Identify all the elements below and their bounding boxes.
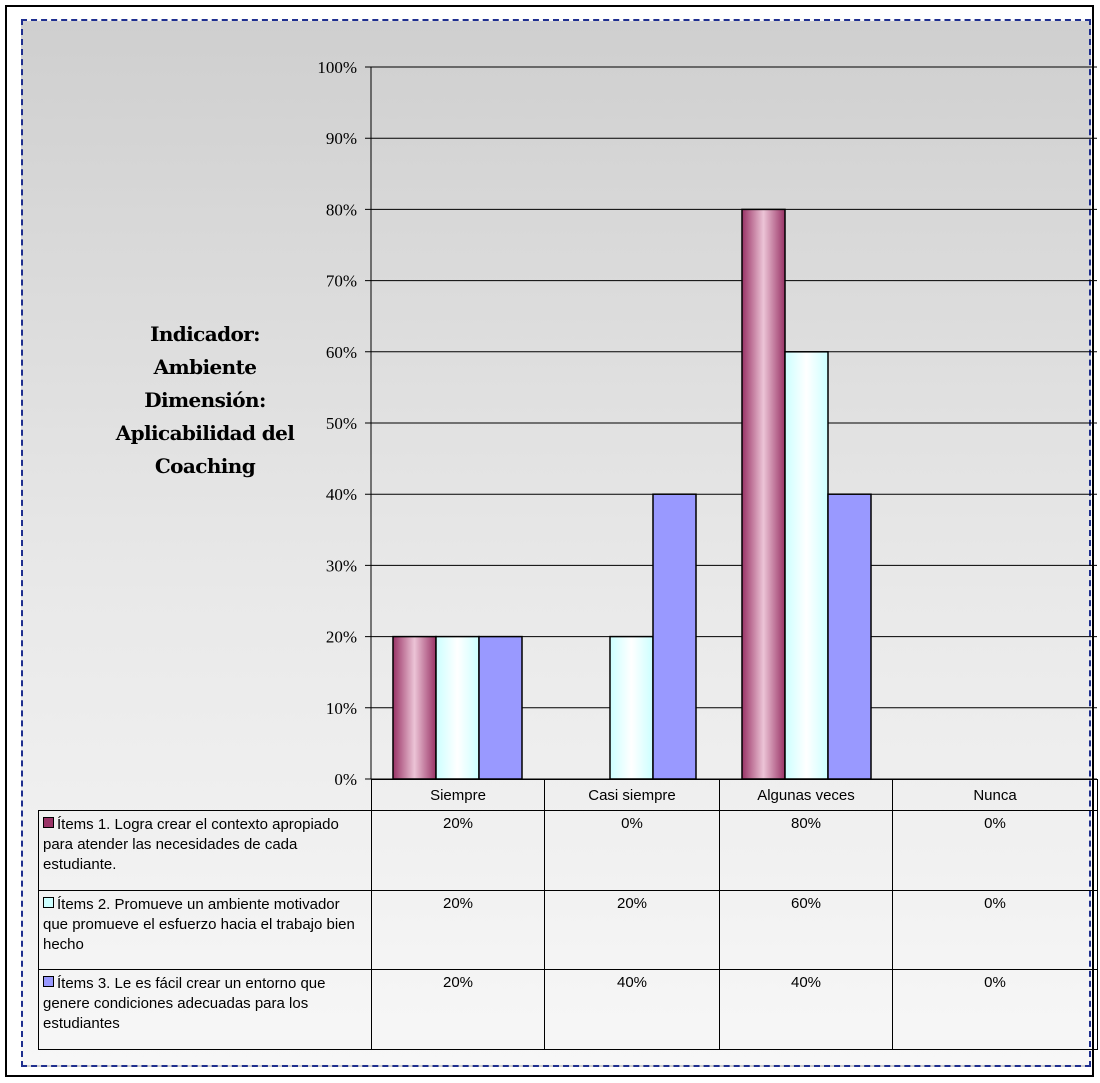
table-cell: 0% [892,969,1098,1050]
table-cell: 20% [371,969,545,1050]
series-label: Ítems 3. Le es fácil crear un entorno qu… [43,975,326,1032]
category-header: Casi siempre [544,779,720,811]
bar-series-2-siempre [435,635,480,780]
table-row: Ítems 2. Promueve un ambiente motivador … [38,890,1098,970]
side-title: Indicador: Ambiente Dimensión: Aplicabil… [100,318,310,483]
bar-series-3-siempre [478,635,523,780]
side-title-line: Coaching [154,454,256,478]
table-cell: 40% [719,969,893,1050]
y-tick-label: 70% [326,272,357,291]
side-title-line: Aplicabilidad del [115,421,295,445]
data-table: Siempre Casi siempre Algunas veces Nunca… [38,779,1098,1050]
category-header: Algunas veces [719,779,893,811]
table-row: Ítems 3. Le es fácil crear un entorno qu… [38,969,1098,1050]
y-tick-label: 90% [326,129,357,148]
y-tick-label: 60% [326,343,357,362]
y-tick-label: 50% [326,414,357,433]
table-header-row: Siempre Casi siempre Algunas veces Nunca [38,779,1098,811]
y-tick-label: 20% [326,628,357,647]
table-cell: 80% [719,810,893,891]
legend-swatch-series-3 [43,976,54,987]
table-cell: 0% [892,890,1098,970]
side-title-line: Dimensión: [144,388,266,412]
bar-series-2-algunas-veces [784,351,829,780]
bar-series-3-casi-siempre [652,493,697,780]
table-cell: 0% [544,810,720,891]
table-row: Ítems 1. Logra crear el contexto apropia… [38,810,1098,891]
series-label-cell: Ítems 2. Promueve un ambiente motivador … [38,890,372,970]
table-cell: 40% [544,969,720,1050]
legend-swatch-series-1 [43,817,54,828]
bar-series-1-siempre [392,635,437,780]
series-label: Ítems 1. Logra crear el contexto apropia… [43,816,339,873]
table-cell: 20% [371,810,545,891]
table-cell: 20% [371,890,545,970]
bar-series-2-casi-siempre [609,635,654,780]
side-title-line: Ambiente [153,355,257,379]
table-corner [38,779,372,811]
table-cell: 20% [544,890,720,970]
series-label: Ítems 2. Promueve un ambiente motivador … [43,896,355,953]
bar-series-1-algunas-veces [741,208,786,780]
category-header: Nunca [892,779,1098,811]
y-tick-label: 100% [317,58,357,77]
legend-swatch-series-2 [43,897,54,908]
table-cell: 0% [892,810,1098,891]
y-tick-label: 10% [326,699,357,718]
bar-series-3-algunas-veces [827,493,872,780]
category-header: Siempre [371,779,545,811]
table-cell: 60% [719,890,893,970]
series-label-cell: Ítems 3. Le es fácil crear un entorno qu… [38,969,372,1050]
y-tick-label: 30% [326,556,357,575]
side-title-line: Indicador: [150,322,260,346]
series-label-cell: Ítems 1. Logra crear el contexto apropia… [38,810,372,891]
y-tick-label: 40% [326,485,357,504]
y-tick-label: 80% [326,200,357,219]
